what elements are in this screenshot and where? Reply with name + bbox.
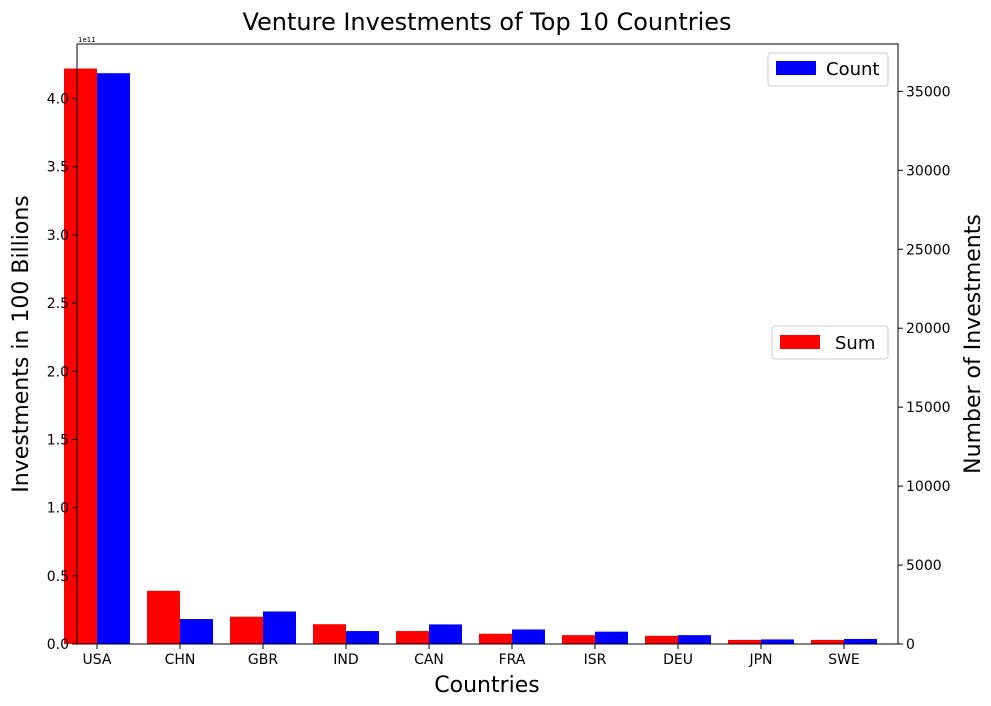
left-tick-label: 4.0 [47, 92, 69, 108]
legend-sum-swatch [780, 335, 820, 349]
count-bar-isr [595, 631, 628, 644]
right-tick-label: 0 [906, 637, 915, 653]
x-tick-label: GBR [248, 652, 278, 668]
count-bar-usa [97, 73, 130, 645]
sum-bar-deu [645, 635, 678, 644]
right-axis-label: Number of Investments [961, 214, 986, 474]
left-tick-label: 2.0 [47, 364, 69, 380]
legend-sum-label: Sum [835, 333, 875, 354]
count-bar-jpn [761, 639, 794, 644]
sum-bar-chn [147, 590, 180, 644]
left-tick-label: 1.0 [47, 501, 69, 517]
left-tick-label: 3.5 [47, 160, 69, 176]
sum-bar-gbr [230, 616, 263, 644]
left-tick-label: 2.5 [47, 296, 69, 312]
x-tick-label: DEU [663, 652, 693, 668]
right-axis-ticks: 0 5000 10000 15000 20000 25000 30000 35000 [898, 84, 951, 653]
sum-bar-jpn [728, 639, 761, 644]
x-axis-ticks: USA CHN GBR IND CAN FRA ISR DEU JPN SWE [83, 644, 860, 668]
count-bars [97, 73, 877, 645]
x-tick-label: JPN [748, 652, 772, 668]
count-bar-fra [512, 629, 545, 644]
legend-sum-frame [771, 325, 889, 360]
legend-count: Count [767, 52, 889, 87]
sum-bar-swe [811, 639, 844, 644]
x-tick-label: FRA [499, 652, 526, 668]
sum-bars [64, 68, 844, 644]
count-bar-ind [346, 631, 379, 644]
x-tick-label: ISR [584, 652, 607, 668]
left-tick-label: 0.0 [47, 637, 69, 653]
count-bar-can [429, 624, 462, 644]
plot-frame [76, 43, 899, 645]
legend-count-label: Count [826, 59, 879, 80]
left-axis-label: Investments in 100 Billions [9, 195, 34, 493]
right-tick-label: 25000 [906, 242, 951, 258]
right-tick-label: 10000 [906, 479, 951, 495]
right-tick-label: 20000 [906, 321, 951, 337]
left-tick-label: 1.5 [47, 432, 69, 448]
sum-bar-ind [313, 624, 346, 644]
left-tick-label: 3.0 [47, 228, 69, 244]
x-tick-label: IND [333, 652, 358, 668]
x-tick-label: SWE [828, 652, 860, 668]
legend-sum: Sum [771, 325, 889, 360]
sum-bar-isr [562, 635, 595, 644]
right-tick-label: 35000 [906, 84, 951, 100]
x-tick-label: CHN [165, 652, 196, 668]
left-axis-ticks: 0.0 0.5 1.0 1.5 2.0 2.5 3.0 3.5 4.0 [47, 92, 77, 653]
x-tick-label: USA [83, 652, 112, 668]
count-bar-swe [844, 638, 877, 644]
sum-bar-fra [479, 633, 512, 644]
x-tick-label: CAN [414, 652, 444, 668]
chart-title: Venture Investments of Top 10 Countries [242, 8, 731, 36]
left-axis-multiplier: 1e11 [78, 36, 96, 44]
count-bar-deu [678, 635, 711, 644]
count-bar-chn [180, 619, 213, 644]
count-bar-gbr [263, 611, 296, 644]
right-tick-label: 30000 [906, 163, 951, 179]
right-tick-label: 5000 [906, 558, 942, 574]
left-tick-label: 0.5 [47, 569, 69, 585]
right-tick-label: 15000 [906, 400, 951, 416]
sum-bar-can [396, 631, 429, 644]
legend-count-swatch [776, 61, 816, 75]
sum-bar-usa [64, 68, 97, 644]
x-axis-label: Countries [434, 673, 540, 698]
